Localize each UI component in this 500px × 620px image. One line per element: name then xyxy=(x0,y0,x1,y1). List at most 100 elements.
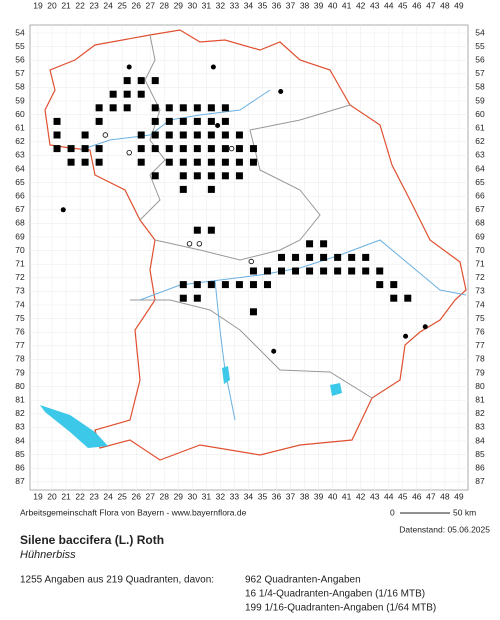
river xyxy=(79,89,271,151)
x-label: 19 xyxy=(33,491,43,501)
occurrence-cell xyxy=(193,131,201,139)
occurrence-cell xyxy=(390,281,398,289)
y-label: 77 xyxy=(15,340,25,350)
occurrence-cell xyxy=(306,253,314,261)
y-label: 69 xyxy=(15,231,25,241)
lake xyxy=(222,366,230,384)
region-border xyxy=(139,34,166,221)
y-label: 84 xyxy=(475,435,485,445)
y-label: 63 xyxy=(475,150,485,160)
x-label: 45 xyxy=(398,0,408,10)
occurrence-cell xyxy=(221,145,229,153)
x-label: 21 xyxy=(61,491,71,501)
y-label: 70 xyxy=(475,245,485,255)
y-label: 68 xyxy=(15,218,25,228)
x-label: 44 xyxy=(384,491,394,501)
occurrence-cell xyxy=(320,240,328,248)
y-label: 85 xyxy=(475,449,485,459)
occurrence-cell xyxy=(235,281,243,289)
x-label: 26 xyxy=(131,491,141,501)
river xyxy=(214,279,236,421)
occurrence-cell xyxy=(320,253,328,261)
occurrence-dot xyxy=(210,64,216,70)
occurrence-cell xyxy=(207,145,215,153)
occurrence-cell xyxy=(207,117,215,125)
x-label: 30 xyxy=(188,491,198,501)
y-label: 61 xyxy=(475,122,485,132)
occurrence-cell xyxy=(207,104,215,112)
occurrence-cell xyxy=(193,104,201,112)
x-label: 27 xyxy=(146,0,156,10)
y-label: 56 xyxy=(15,54,25,64)
y-label: 79 xyxy=(15,367,25,377)
occurrence-cell xyxy=(151,117,159,125)
x-label: 44 xyxy=(384,0,394,10)
occurrence-cell xyxy=(165,104,173,112)
x-label: 31 xyxy=(202,491,212,501)
occurrence-open xyxy=(186,241,193,247)
occurrence-cell xyxy=(235,172,243,180)
occurrence-cell xyxy=(151,77,159,85)
occurrence-cell xyxy=(306,240,314,248)
y-label: 72 xyxy=(15,272,25,282)
x-label: 25 xyxy=(117,491,127,501)
y-label: 77 xyxy=(475,340,485,350)
x-label: 49 xyxy=(454,491,464,501)
x-label: 39 xyxy=(314,491,324,501)
y-label: 84 xyxy=(15,435,25,445)
bavaria-outline xyxy=(44,29,467,461)
occurrence-cell xyxy=(292,267,300,275)
y-label: 76 xyxy=(15,326,25,336)
occurrence-cell xyxy=(179,185,187,193)
occurrence-cell xyxy=(81,131,89,139)
occurrence-cell xyxy=(221,117,229,125)
x-label: 23 xyxy=(89,491,99,501)
x-label: 36 xyxy=(272,491,282,501)
y-label: 55 xyxy=(475,41,485,51)
occurrence-cell xyxy=(348,253,356,261)
lake xyxy=(330,383,342,396)
y-label: 57 xyxy=(15,68,25,78)
x-label: 22 xyxy=(75,0,85,10)
occurrence-cell xyxy=(137,158,145,166)
occurrence-cell xyxy=(249,267,257,275)
occurrence-cell xyxy=(109,104,117,112)
y-label: 68 xyxy=(475,218,485,228)
x-label: 43 xyxy=(370,491,380,501)
x-label: 48 xyxy=(440,491,450,501)
occurrence-cell xyxy=(193,172,201,180)
y-label: 54 xyxy=(475,27,485,37)
y-label: 86 xyxy=(475,462,485,472)
x-label: 25 xyxy=(117,0,127,10)
y-label: 54 xyxy=(15,27,25,37)
occurrence-cell xyxy=(263,267,271,275)
map-frame xyxy=(29,24,469,491)
occurrence-cell xyxy=(235,158,243,166)
occurrence-cell xyxy=(179,131,187,139)
occurrence-cell xyxy=(179,158,187,166)
y-label: 87 xyxy=(475,476,485,486)
occurrence-dot xyxy=(403,333,409,339)
occurrence-cell xyxy=(193,226,201,234)
occurrence-cell xyxy=(95,145,103,153)
occurrence-cell xyxy=(67,145,75,153)
x-label: 28 xyxy=(160,491,170,501)
y-label: 55 xyxy=(15,41,25,51)
x-label: 32 xyxy=(216,491,226,501)
region-border xyxy=(154,104,351,261)
occurrence-cell xyxy=(249,281,257,289)
x-label: 43 xyxy=(370,0,380,10)
occurrence-cell xyxy=(249,308,257,316)
y-label: 85 xyxy=(15,449,25,459)
occurrence-cell xyxy=(165,145,173,153)
occurrence-cell xyxy=(53,117,61,125)
occurrence-cell xyxy=(207,185,215,193)
scale-start: 0 xyxy=(390,507,395,517)
occurrence-cell xyxy=(151,145,159,153)
y-label: 64 xyxy=(475,163,485,173)
occurrence-cell xyxy=(123,90,131,98)
x-label: 48 xyxy=(440,0,450,10)
occurrence-cell xyxy=(207,281,215,289)
x-label: 37 xyxy=(286,491,296,501)
